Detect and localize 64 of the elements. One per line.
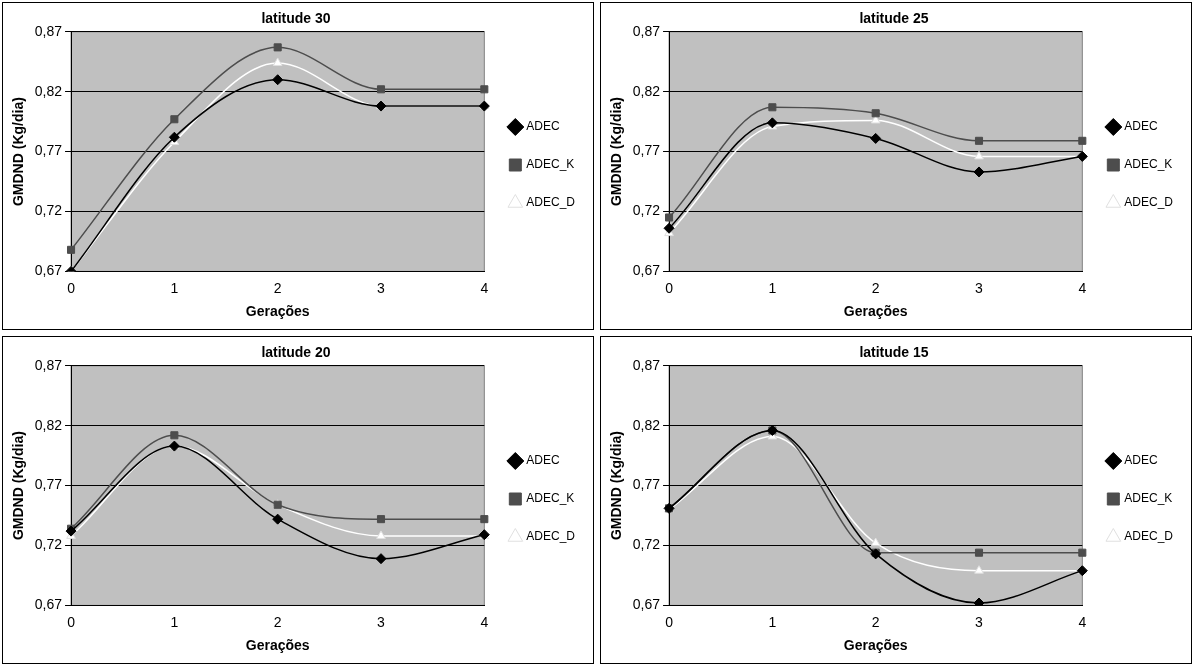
- y-axis-title: GMDND (Kg/dia): [608, 97, 625, 207]
- y-tick-label: 0,77: [34, 142, 63, 159]
- x-tick-label: 1: [768, 279, 777, 296]
- legend-label: ADEC_D: [1124, 195, 1174, 210]
- y-tick-label: 0,77: [34, 476, 63, 493]
- y-tick-label: 0,72: [632, 536, 661, 553]
- y-tick-label: 0,67: [34, 596, 63, 613]
- x-tick-label: 4: [480, 279, 489, 296]
- y-axis-title: GMDND (Kg/dia): [10, 97, 27, 207]
- y-tick-label: 0,77: [632, 142, 661, 159]
- y-tick-label: 0,67: [34, 262, 63, 279]
- x-axis-title: Gerações: [843, 637, 908, 654]
- x-tick-label: 4: [480, 613, 489, 630]
- x-tick-label: 3: [975, 613, 984, 630]
- y-tick-label: 0,87: [34, 22, 63, 39]
- y-tick-label: 0,87: [632, 22, 661, 39]
- x-axis-title: Gerações: [245, 303, 310, 320]
- y-tick-label: 0,87: [34, 356, 63, 373]
- x-axis-title: Gerações: [843, 303, 908, 320]
- chart-title: latitude 20: [261, 344, 331, 361]
- legend-label: ADEC_D: [526, 529, 576, 544]
- y-tick-label: 0,82: [632, 416, 661, 433]
- legend-label: ADEC_K: [1124, 157, 1173, 172]
- chart-title: latitude 30: [261, 10, 331, 27]
- legend-label: ADEC_K: [526, 491, 575, 506]
- x-tick-label: 2: [273, 613, 282, 630]
- x-tick-label: 0: [67, 613, 76, 630]
- x-tick-label: 0: [665, 279, 674, 296]
- x-axis-title: Gerações: [245, 637, 310, 654]
- legend-label: ADEC_K: [526, 157, 575, 172]
- y-axis-title: GMDND (Kg/dia): [608, 431, 625, 541]
- x-tick-label: 0: [67, 279, 76, 296]
- legend-label: ADEC: [1124, 119, 1158, 134]
- chart-title: latitude 15: [859, 344, 929, 361]
- x-tick-label: 2: [871, 279, 880, 296]
- y-tick-label: 0,67: [632, 262, 661, 279]
- y-tick-label: 0,72: [34, 536, 63, 553]
- y-tick-label: 0,82: [632, 82, 661, 99]
- x-tick-label: 4: [1078, 613, 1087, 630]
- y-tick-label: 0,87: [632, 356, 661, 373]
- legend-label: ADEC_K: [1124, 491, 1173, 506]
- y-tick-label: 0,82: [34, 416, 63, 433]
- x-tick-label: 3: [377, 613, 386, 630]
- legend-label: ADEC: [526, 119, 560, 134]
- x-tick-label: 2: [871, 613, 880, 630]
- y-axis-title: GMDND (Kg/dia): [10, 431, 27, 541]
- x-tick-label: 1: [170, 279, 179, 296]
- legend-label: ADEC_D: [1124, 529, 1174, 544]
- legend-label: ADEC: [1124, 453, 1158, 468]
- y-tick-label: 0,72: [632, 202, 661, 219]
- x-tick-label: 2: [273, 279, 282, 296]
- legend-label: ADEC_D: [526, 195, 576, 210]
- y-tick-label: 0,82: [34, 82, 63, 99]
- x-tick-label: 3: [975, 279, 984, 296]
- y-tick-label: 0,77: [632, 476, 661, 493]
- x-tick-label: 4: [1078, 279, 1087, 296]
- chart-title: latitude 25: [859, 10, 929, 27]
- x-tick-label: 1: [170, 613, 179, 630]
- y-tick-label: 0,67: [632, 596, 661, 613]
- legend-label: ADEC: [526, 453, 560, 468]
- x-tick-label: 1: [768, 613, 777, 630]
- x-tick-label: 0: [665, 613, 674, 630]
- y-tick-label: 0,72: [34, 202, 63, 219]
- x-tick-label: 3: [377, 279, 386, 296]
